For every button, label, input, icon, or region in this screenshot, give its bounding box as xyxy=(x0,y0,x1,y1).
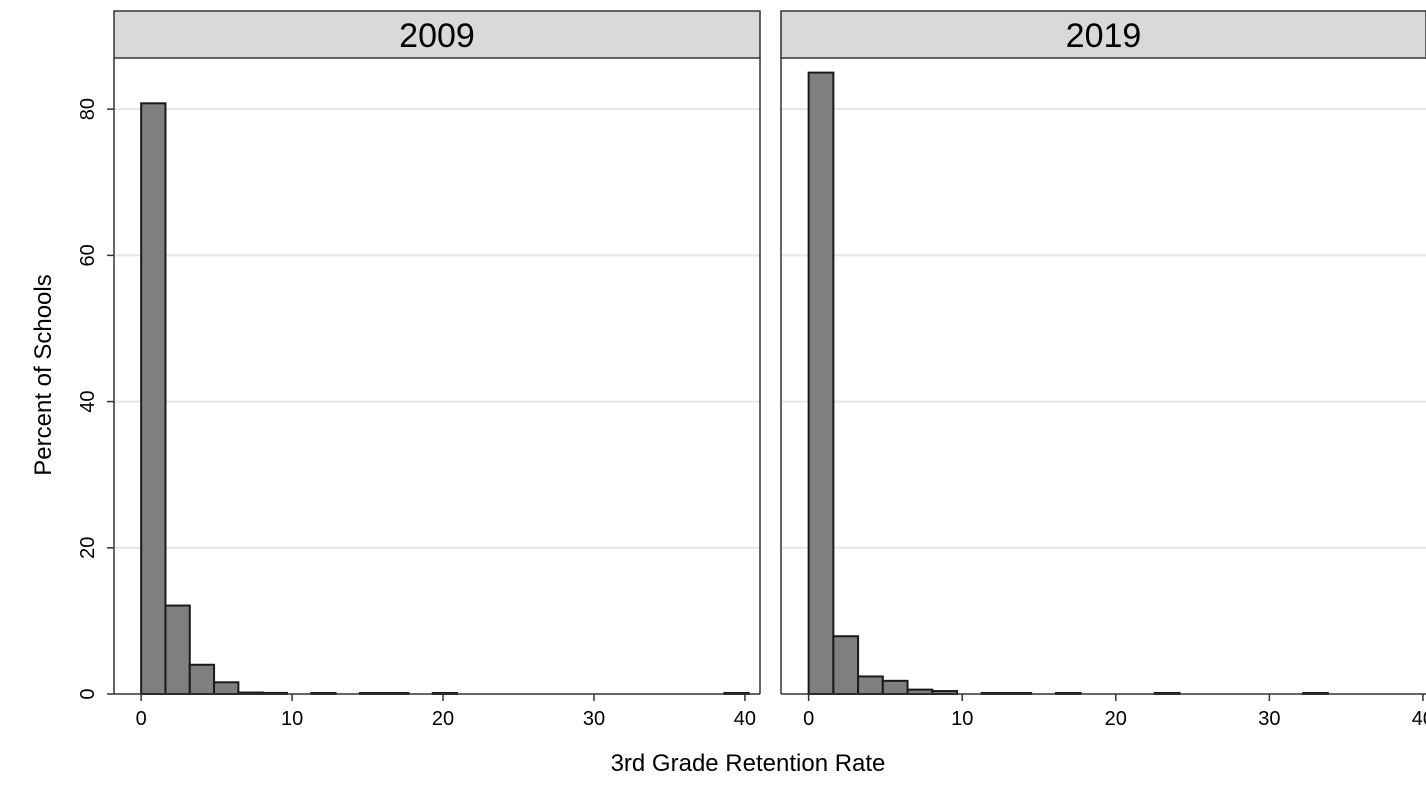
y-tick-label: 40 xyxy=(77,390,99,412)
histogram-bar xyxy=(164,604,191,695)
x-tick-label: 30 xyxy=(583,708,605,730)
x-tick-label: 10 xyxy=(951,708,973,730)
panel-title: 2019 xyxy=(1066,17,1142,55)
panels-layer: 2009 0 10 20 30 40 2019 0 10 20 30 40 0 20 40 60 80 xyxy=(77,10,1426,730)
histogram-bar xyxy=(188,663,216,695)
x-tick-label: 0 xyxy=(136,708,147,730)
x-tick-label: 30 xyxy=(1258,708,1280,730)
histogram-bar xyxy=(140,102,167,695)
y-tick-label: 60 xyxy=(77,244,99,266)
histogram-bar xyxy=(807,71,835,696)
panel-strip xyxy=(780,10,1426,59)
x-tick-label: 20 xyxy=(432,708,454,730)
x-tick-label: 20 xyxy=(1105,708,1127,730)
y-tick-label: 80 xyxy=(77,98,99,120)
x-tick-label: 10 xyxy=(281,708,303,730)
x-axis-label: 3rd Grade Retention Rate xyxy=(611,750,886,777)
x-tick-label: 0 xyxy=(803,708,814,730)
y-tick-label: 0 xyxy=(77,688,99,699)
panel-strip xyxy=(113,10,761,59)
panel-2009: 2009 0 10 20 30 40 xyxy=(113,10,761,730)
panel-title: 2009 xyxy=(399,17,475,55)
histogram-bar xyxy=(881,679,909,695)
y-axis: 0 20 40 60 80 xyxy=(77,98,114,700)
histogram-bar xyxy=(857,675,884,696)
y-tick-label: 20 xyxy=(77,537,99,559)
panel-2019: 2019 0 10 20 30 40 xyxy=(780,10,1426,730)
histogram-bar xyxy=(832,635,860,696)
histogram-bar xyxy=(213,681,240,696)
x-tick-label: 40 xyxy=(1412,708,1426,730)
y-axis-label: Percent of Schools xyxy=(30,274,57,475)
x-tick-label: 40 xyxy=(734,708,756,730)
